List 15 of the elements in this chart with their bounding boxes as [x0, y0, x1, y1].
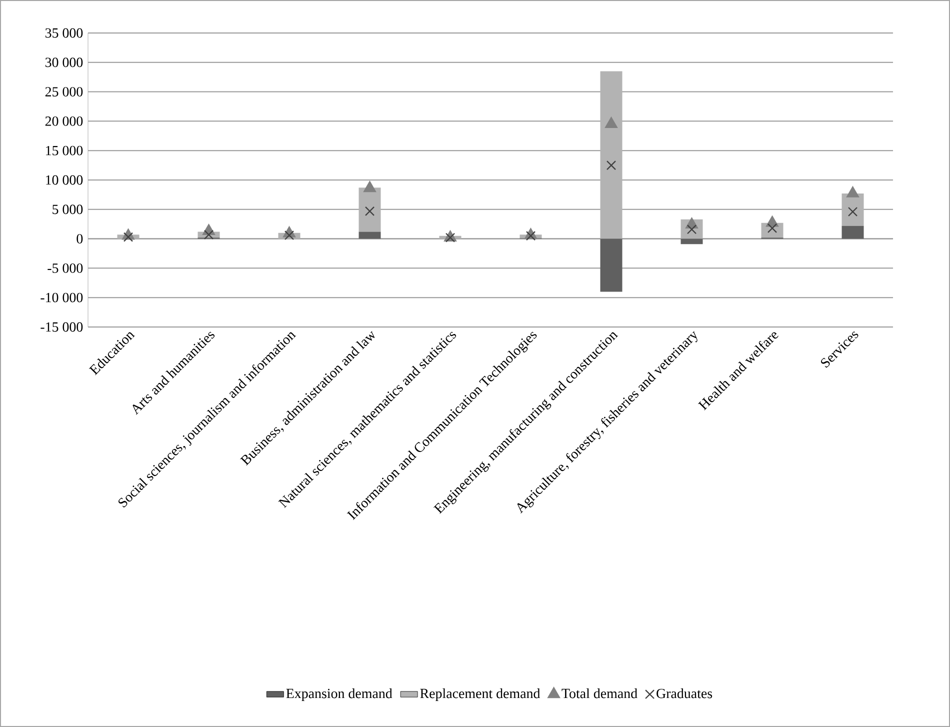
legend-label: Graduates: [656, 688, 712, 698]
legend-label: Total demand: [562, 688, 638, 698]
y-tick-label: 35 000: [45, 28, 83, 38]
y-tick-label: 20 000: [45, 116, 83, 126]
y-tick-label: -10 000: [40, 292, 83, 302]
y-tick-label: 25 000: [45, 87, 83, 96]
y-tick-label: 30 000: [45, 58, 83, 68]
legend-label: Expansion demand: [286, 688, 392, 702]
y-tick-label: -15 000: [40, 322, 83, 332]
y-tick-label: 0: [76, 234, 83, 244]
y-tick-label: 15 000: [46, 146, 83, 156]
y-tick-label: -5 000: [48, 263, 83, 273]
y-tick-label: 5 000: [52, 204, 83, 214]
legend-label: Replacement demand: [420, 688, 540, 702]
y-tick-label: 10 000: [46, 175, 83, 185]
